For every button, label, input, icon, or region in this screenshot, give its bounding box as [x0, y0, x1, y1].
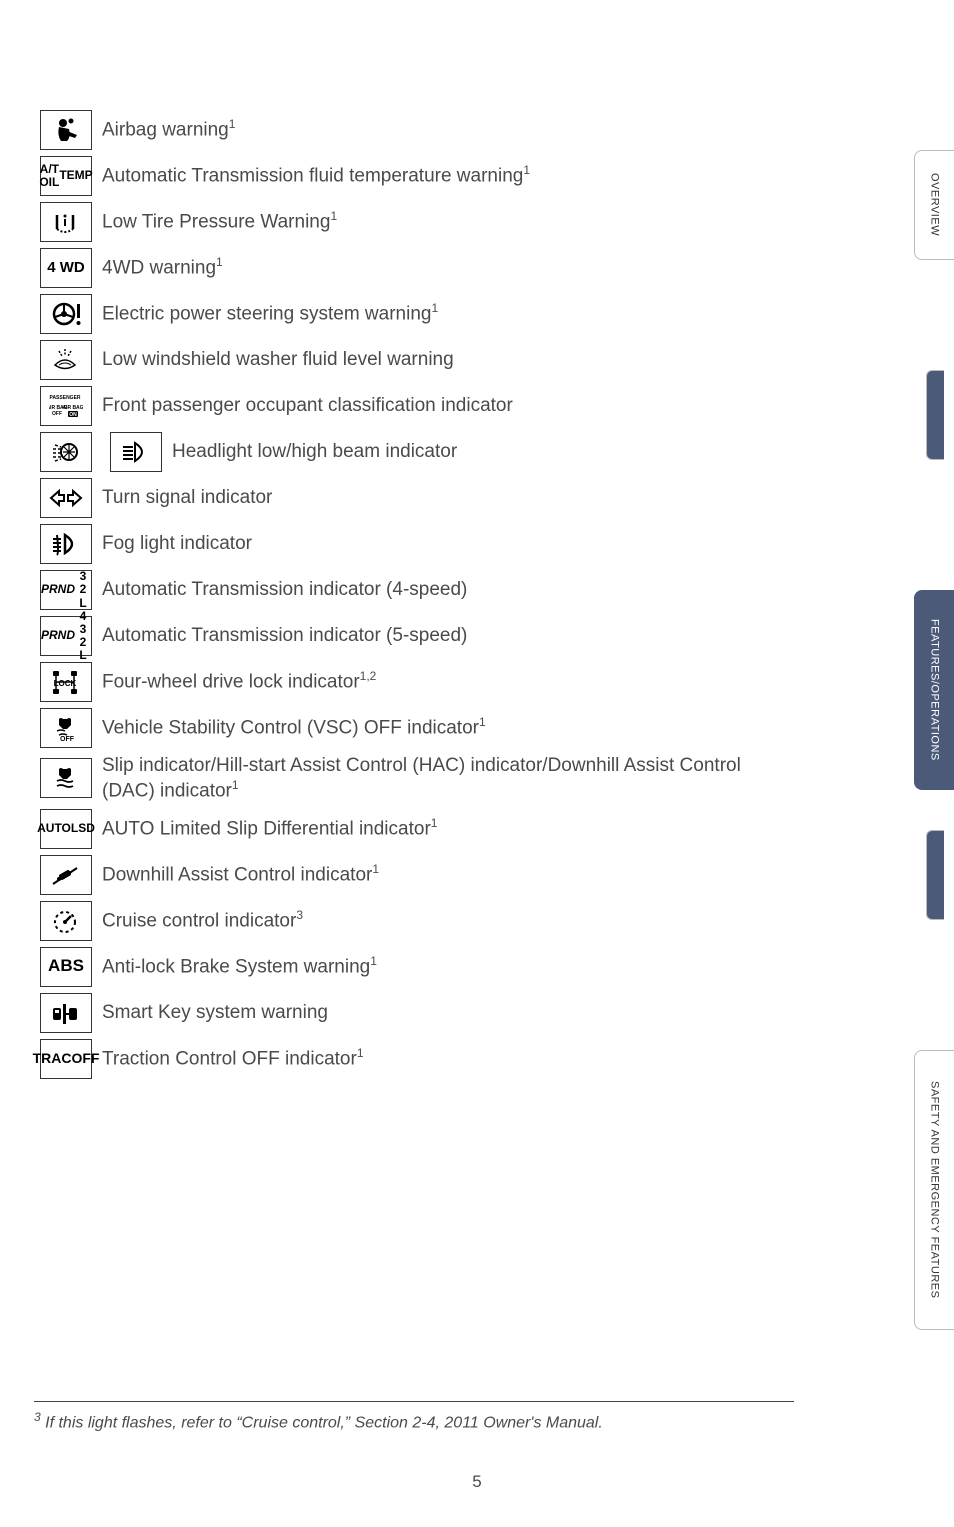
indicator-label: Automatic Transmission indicator (4-spee…	[102, 578, 467, 602]
indicator-icon: PRND4 3 2 L	[40, 616, 92, 656]
tab-sub-upper	[926, 370, 944, 460]
tab-sub-lower	[926, 830, 944, 920]
indicator-icon	[40, 478, 92, 518]
indicator-label: Smart Key system warning	[102, 1001, 328, 1025]
indicator-icon	[40, 432, 92, 472]
indicator-row: Low Tire Pressure Warning1	[40, 202, 760, 242]
indicator-label: Vehicle Stability Control (VSC) OFF indi…	[102, 715, 486, 740]
indicator-label: Electric power steering system warning1	[102, 301, 438, 326]
indicator-label: Headlight low/high beam indicator	[172, 440, 457, 464]
indicator-icon	[40, 294, 92, 334]
indicator-sup: 1	[431, 816, 438, 830]
indicator-row: Four-wheel drive lock indicator1,2	[40, 662, 760, 702]
indicator-row: Smart Key system warning	[40, 993, 760, 1033]
indicator-row: Airbag warning1	[40, 110, 760, 150]
indicator-row: Vehicle Stability Control (VSC) OFF indi…	[40, 708, 760, 748]
indicator-label: Automatic Transmission indicator (5-spee…	[102, 624, 467, 648]
indicator-sup: 1	[232, 778, 239, 792]
indicator-sup: 1	[431, 301, 438, 315]
indicator-sup: 1	[479, 715, 486, 729]
indicator-label: Automatic Transmission fluid temperature…	[102, 163, 530, 188]
indicator-icon: PRND3 2 L	[40, 570, 92, 610]
indicator-row: Electric power steering system warning1	[40, 294, 760, 334]
indicator-icon	[40, 386, 92, 426]
indicator-sup: 1,2	[360, 669, 377, 683]
indicator-row: Fog light indicator	[40, 524, 760, 564]
indicator-sup: 1	[372, 862, 379, 876]
indicator-sup: 1	[229, 117, 236, 131]
indicator-icon	[40, 340, 92, 380]
indicator-row: Headlight low/high beam indicator	[40, 432, 760, 472]
indicator-row: Downhill Assist Control indicator1	[40, 855, 760, 895]
tab-safety[interactable]: SAFETY AND EMERGENCY FEATURES	[914, 1050, 954, 1330]
indicator-icon	[40, 855, 92, 895]
indicator-row: PRND4 3 2 L Automatic Transmission indica…	[40, 616, 760, 656]
indicator-icon: TRACOFF	[40, 1039, 92, 1079]
indicator-label: AUTO Limited Slip Differential indicator…	[102, 816, 437, 841]
indicator-icon	[40, 202, 92, 242]
indicator-sup: 1	[523, 163, 530, 177]
indicator-icon	[40, 662, 92, 702]
indicator-label: Anti-lock Brake System warning1	[102, 954, 377, 979]
indicator-label: Low Tire Pressure Warning1	[102, 209, 337, 234]
indicator-label: Turn signal indicator	[102, 486, 272, 510]
indicator-row: Slip indicator/Hill-start Assist Control…	[40, 754, 760, 803]
indicator-row: 4 WD 4WD warning1	[40, 248, 760, 288]
indicator-row: PRND3 2 L Automatic Transmission indicato…	[40, 570, 760, 610]
indicator-icon	[40, 993, 92, 1033]
indicator-sup: 1	[330, 209, 337, 223]
indicator-row: ABS Anti-lock Brake System warning1	[40, 947, 760, 987]
indicator-row: AUTOLSD AUTO Limited Slip Differential in…	[40, 809, 760, 849]
indicator-label: Fog light indicator	[102, 532, 252, 556]
indicator-list: Airbag warning1 A/T OILTEMP Automatic Tran…	[40, 110, 760, 1085]
side-tabs: OVERVIEW FEATURES/OPERATIONS SAFETY AND …	[894, 0, 954, 1527]
indicator-row: Front passenger occupant classification …	[40, 386, 760, 426]
indicator-icon	[110, 432, 162, 472]
indicator-row: A/T OILTEMP Automatic Transmission fluid …	[40, 156, 760, 196]
indicator-sup: 1	[216, 255, 223, 269]
indicator-icon	[40, 758, 92, 798]
indicator-icon	[40, 708, 92, 748]
indicator-label: Traction Control OFF indicator1	[102, 1046, 364, 1071]
indicator-icon: AUTOLSD	[40, 809, 92, 849]
indicator-sup: 3	[296, 908, 303, 922]
footnote-sup: 3	[34, 1410, 41, 1424]
indicator-sup: 1	[370, 954, 377, 968]
indicator-icon	[40, 901, 92, 941]
indicator-row: Cruise control indicator3	[40, 901, 760, 941]
indicator-icon: A/T OILTEMP	[40, 156, 92, 196]
indicator-icon	[40, 524, 92, 564]
indicator-label: Four-wheel drive lock indicator1,2	[102, 669, 376, 694]
indicator-icon-pair	[40, 432, 172, 472]
footnote: 3 If this light flashes, refer to “Cruis…	[34, 1401, 794, 1432]
indicator-label: Airbag warning1	[102, 117, 235, 142]
indicator-icon: ABS	[40, 947, 92, 987]
indicator-label: Downhill Assist Control indicator1	[102, 862, 379, 887]
indicator-row: TRACOFF Traction Control OFF indicator1	[40, 1039, 760, 1079]
indicator-sup: 1	[357, 1046, 364, 1060]
tab-features[interactable]: FEATURES/OPERATIONS	[914, 590, 954, 790]
indicator-icon	[40, 110, 92, 150]
indicator-icon: 4 WD	[40, 248, 92, 288]
indicator-label: Cruise control indicator3	[102, 908, 303, 933]
indicator-row: Turn signal indicator	[40, 478, 760, 518]
indicator-label: Low windshield washer fluid level warnin…	[102, 348, 454, 372]
indicator-label: Front passenger occupant classification …	[102, 394, 513, 418]
footnote-text: If this light flashes, refer to “Cruise …	[41, 1414, 603, 1431]
tab-overview[interactable]: OVERVIEW	[914, 150, 954, 260]
page-number: 5	[0, 1472, 954, 1492]
indicator-row: Low windshield washer fluid level warnin…	[40, 340, 760, 380]
indicator-label: Slip indicator/Hill-start Assist Control…	[102, 754, 760, 803]
indicator-label: 4WD warning1	[102, 255, 223, 280]
